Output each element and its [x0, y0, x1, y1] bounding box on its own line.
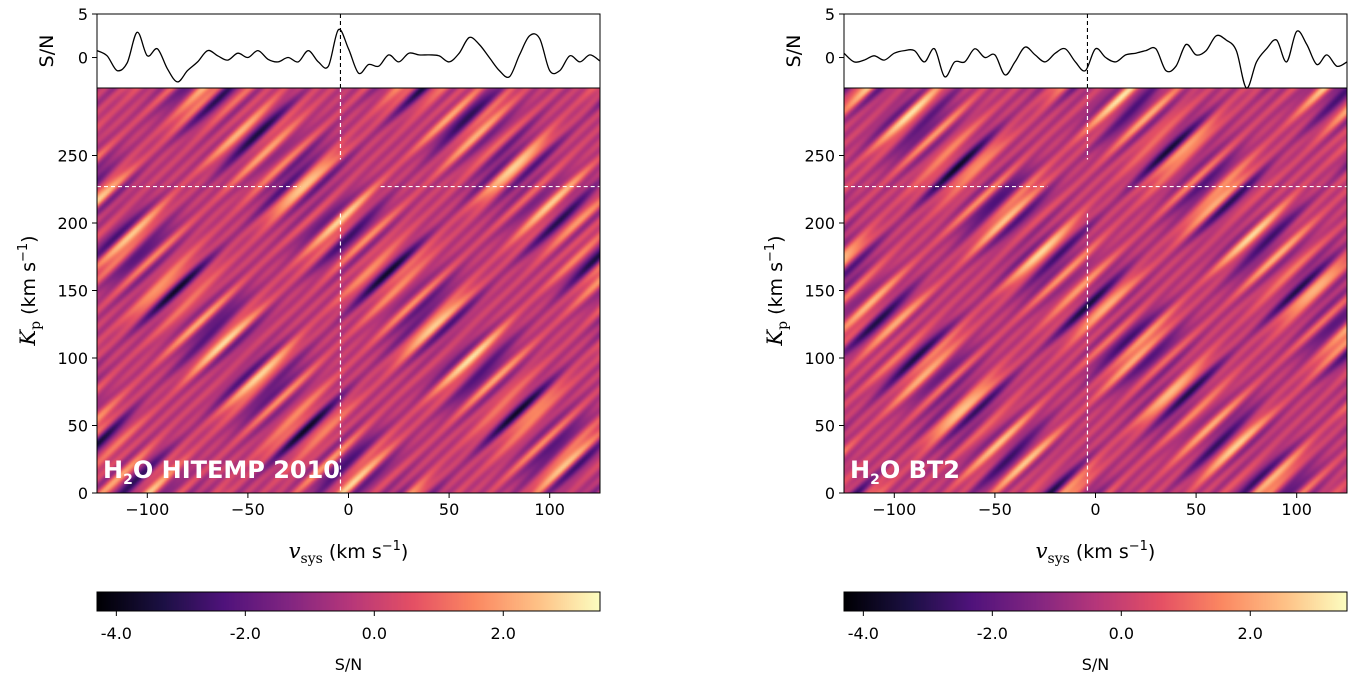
- y-axis-label-unit: ): [765, 235, 787, 242]
- sn-panel-frame: [96, 13, 601, 89]
- y-axis-label-unit: (km s: [18, 262, 40, 321]
- y-axis-label-sup: −1: [763, 243, 778, 262]
- colorbar-tick-label: -2.0: [977, 624, 1008, 643]
- y-axis-label-unit: ): [18, 235, 40, 242]
- x-tick-label: 50: [1186, 500, 1206, 519]
- panel-label-text: H: [103, 456, 123, 484]
- panel-label-text: O HITEMP 2010: [133, 456, 340, 484]
- x-axis-label: vsys (km s−1): [1036, 539, 1156, 567]
- x-axis-label-sub: sys: [1048, 551, 1070, 567]
- x-axis-label: vsys (km s−1): [289, 539, 409, 567]
- chart-panel-1: H2O HITEMP 2010−100 −50 0 50 100050100150200…: [16, 5, 601, 674]
- colorbar-gradient: [97, 592, 600, 611]
- x-axis-label-sup: −1: [1129, 539, 1148, 554]
- colorbar-label: S/N: [1082, 655, 1110, 674]
- x-tick-label: 100: [1281, 500, 1312, 519]
- colorbar-frame: [96, 591, 601, 612]
- sn-y-tick-label: 0: [78, 49, 88, 68]
- sn-y-tick-label: 0: [825, 49, 835, 68]
- x-axis-label-var: v: [1036, 539, 1048, 563]
- colorbar-label: S/N: [335, 655, 363, 674]
- y-axis-label-sup: −1: [16, 243, 31, 262]
- y-axis-label-var: K: [16, 329, 40, 347]
- colorbar-frame: [843, 591, 1348, 612]
- x-tick-label: −50: [978, 500, 1012, 519]
- x-axis-label-sub: sys: [301, 551, 323, 567]
- colorbar-tick-label: 0.0: [1109, 624, 1134, 643]
- x-tick-label: 0: [1090, 500, 1100, 519]
- colorbar-tick-label: 0.0: [362, 624, 387, 643]
- colorbar-tick-label: -2.0: [230, 624, 261, 643]
- heatmap-image: [844, 88, 1347, 493]
- y-tick-label: 250: [804, 147, 835, 166]
- sn-panel-frame: [843, 13, 1348, 89]
- heatmap-image: [97, 88, 600, 493]
- x-tick-label: 50: [439, 500, 459, 519]
- colorbar-tick-label: -4.0: [101, 624, 132, 643]
- panel-label-subscript: 2: [870, 472, 880, 488]
- y-axis-label-var: K: [763, 329, 787, 347]
- panel-label-text: H: [850, 456, 870, 484]
- y-tick-label: 200: [57, 214, 88, 233]
- y-tick-label: 0: [78, 484, 88, 503]
- sn-axis-label: S/N: [36, 35, 58, 68]
- x-axis-label-unit: ): [401, 541, 408, 563]
- colorbar-tick-label: -4.0: [848, 624, 879, 643]
- colorbar-tick-label: 2.0: [1238, 624, 1263, 643]
- x-axis-label-unit: ): [1148, 541, 1155, 563]
- y-tick-label: 250: [57, 147, 88, 166]
- y-tick-label: 150: [57, 282, 88, 301]
- y-tick-label: 50: [68, 417, 88, 436]
- sn-axis-label: S/N: [783, 35, 805, 68]
- x-axis-label-unit: (km s: [323, 541, 382, 563]
- chart-panel-2: H2O BT2−100 −50 0 50 100050100150200250vsys …: [763, 5, 1348, 674]
- y-tick-label: 0: [825, 484, 835, 503]
- panel-label-text: O BT2: [880, 456, 960, 484]
- y-axis-label: Kp (km s−1): [763, 235, 791, 346]
- sn-y-tick-label: 5: [78, 5, 88, 24]
- y-tick-label: 100: [57, 349, 88, 368]
- y-axis-label-unit: (km s: [765, 262, 787, 321]
- panel-label-subscript: 2: [123, 472, 133, 488]
- colorbar-tick-label: 2.0: [491, 624, 516, 643]
- sn-curve: [843, 30, 1348, 89]
- y-tick-label: 150: [804, 282, 835, 301]
- panel-label: H2O BT2: [850, 456, 960, 488]
- x-axis-label-sup: −1: [382, 539, 401, 554]
- x-tick-label: −100: [125, 500, 169, 519]
- panel-label: H2O HITEMP 2010: [103, 456, 340, 488]
- sn-y-tick-label: 5: [825, 5, 835, 24]
- x-tick-label: −50: [231, 500, 265, 519]
- sn-curve: [96, 28, 601, 83]
- y-tick-label: 200: [804, 214, 835, 233]
- y-axis-label-sub: p: [28, 321, 44, 330]
- y-tick-label: 50: [815, 417, 835, 436]
- colorbar-gradient: [844, 592, 1347, 611]
- y-tick-label: 100: [804, 349, 835, 368]
- x-axis-label-var: v: [289, 539, 301, 563]
- x-tick-label: 100: [534, 500, 565, 519]
- x-tick-label: 0: [343, 500, 353, 519]
- x-axis-label-unit: (km s: [1070, 541, 1129, 563]
- x-tick-label: −100: [872, 500, 916, 519]
- y-axis-label: Kp (km s−1): [16, 235, 44, 346]
- y-axis-label-sub: p: [775, 321, 791, 330]
